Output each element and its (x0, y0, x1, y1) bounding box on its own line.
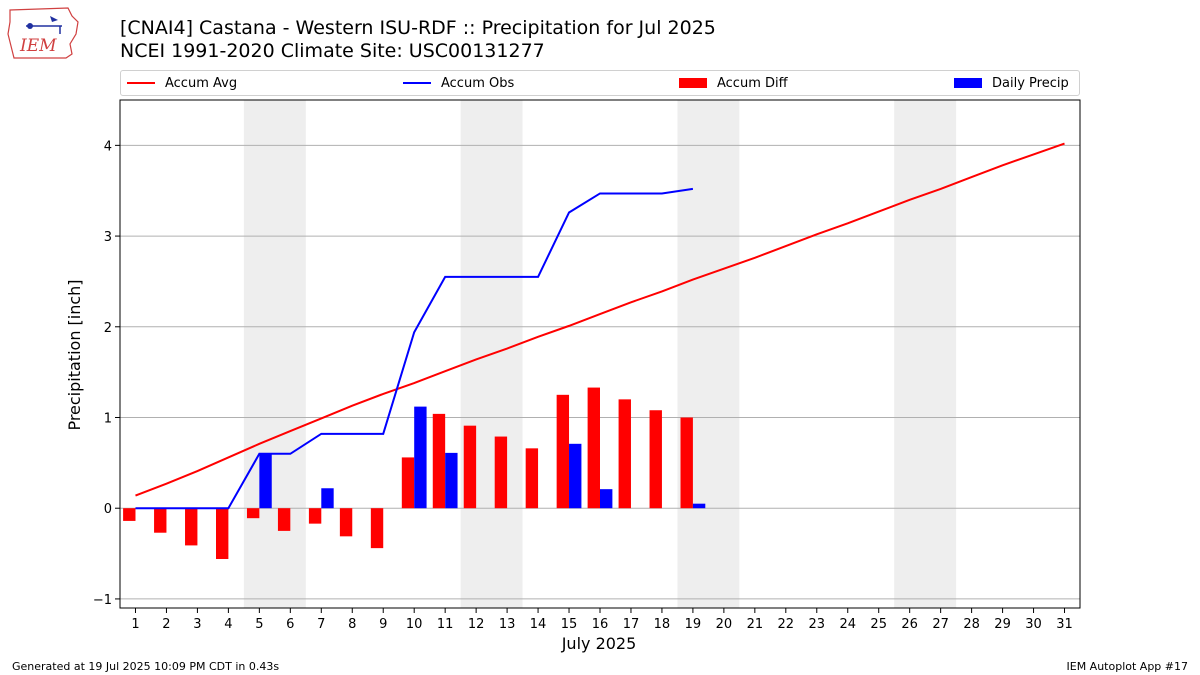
accum-diff-bar (246, 508, 260, 519)
x-tick-label: 6 (286, 617, 294, 632)
daily-precip-bar (445, 452, 458, 509)
legend-swatch-accum-diff (679, 78, 707, 88)
accum-diff-bar (587, 387, 600, 509)
y-tick-label: −1 (93, 593, 112, 608)
accum-diff-bar (618, 399, 631, 509)
x-tick-label: 25 (870, 617, 887, 632)
legend-item-accum-diff: Accum Diff (679, 74, 788, 92)
x-tick-label: 18 (654, 617, 671, 632)
legend-label-accum-avg: Accum Avg (165, 75, 238, 91)
accum-diff-bar (494, 436, 508, 509)
x-tick-label: 17 (623, 617, 640, 632)
accum-diff-bar (556, 394, 570, 509)
x-tick-label: 4 (224, 617, 232, 632)
accum-diff-bar (339, 508, 353, 537)
accum-diff-bar (463, 425, 477, 509)
daily-precip-bar (321, 488, 334, 509)
accum-diff-bar (216, 508, 229, 560)
iem-logo: IEM (7, 7, 79, 59)
legend-item-accum-avg: Accum Avg (127, 74, 237, 92)
legend-label-daily-precip: Daily Precip (992, 75, 1069, 91)
x-tick-label: 11 (437, 617, 454, 632)
x-tick-label: 15 (561, 617, 578, 632)
chart-subtitle: NCEI 1991-2020 Climate Site: USC00131277 (120, 40, 545, 62)
accum-diff-bar (123, 508, 136, 521)
x-tick-label: 14 (530, 617, 547, 632)
daily-precip-bar (600, 489, 613, 509)
y-tick-label: 4 (104, 139, 112, 154)
x-tick-label: 30 (1025, 617, 1042, 632)
accum-diff-bar (185, 508, 198, 546)
x-tick-label: 10 (406, 617, 423, 632)
x-tick-label: 7 (317, 617, 325, 632)
daily-precip-bar (414, 406, 427, 509)
x-tick-label: 19 (685, 617, 702, 632)
plot-frame (119, 99, 1081, 609)
legend-item-daily-precip: Daily Precip (954, 74, 1069, 92)
x-axis-label: July 2025 (561, 634, 637, 653)
x-tick-label: 24 (839, 617, 856, 632)
x-tick-label: 26 (901, 617, 918, 632)
x-tick-label: 1 (131, 617, 139, 632)
chart-title: [CNAI4] Castana - Western ISU-RDF :: Pre… (120, 17, 716, 39)
x-tick-label: 9 (379, 617, 387, 632)
legend-label-accum-diff: Accum Diff (717, 75, 788, 91)
weekend-shade (243, 100, 306, 608)
legend-item-accum-obs: Accum Obs (403, 74, 514, 92)
accum-diff-bar (154, 508, 167, 533)
logo-text: IEM (19, 36, 57, 56)
legend-swatch-accum-obs (403, 82, 431, 84)
x-tick-label: 23 (809, 617, 826, 632)
x-tick-label: 13 (499, 617, 516, 632)
accum-diff-bar (649, 410, 662, 509)
x-tick-label: 20 (716, 617, 733, 632)
x-tick-label: 31 (1056, 617, 1073, 632)
x-tick-label: 2 (162, 617, 170, 632)
iowa-outline (7, 7, 79, 59)
accum-diff-bar (432, 413, 446, 509)
accum-diff-bar (401, 457, 415, 509)
x-tick-label: 21 (747, 617, 764, 632)
legend-swatch-daily-precip (954, 78, 982, 88)
legend-label-accum-obs: Accum Obs (441, 75, 515, 91)
y-axis-label: Precipitation [inch] (65, 279, 84, 430)
app-credit: IEM Autoplot App #17 (1066, 660, 1189, 673)
accum-obs-line (135, 187, 694, 510)
x-tick-label: 3 (193, 617, 201, 632)
daily-precip-bar (259, 453, 272, 509)
x-tick-label: 8 (348, 617, 356, 632)
daily-precip-bar (569, 443, 582, 509)
x-tick-label: 27 (932, 617, 949, 632)
accum-diff-bar (277, 508, 291, 531)
x-tick-label: 16 (592, 617, 609, 632)
weekend-shade (894, 100, 957, 608)
daily-precip-bar (692, 503, 706, 509)
accum-avg-line (135, 142, 1065, 497)
y-tick-label: 1 (104, 412, 112, 427)
accum-diff-bar (370, 508, 384, 549)
y-tick-label: 3 (104, 230, 112, 245)
y-tick-label: 2 (104, 321, 112, 336)
x-tick-label: 28 (963, 617, 980, 632)
x-tick-label: 29 (994, 617, 1011, 632)
x-tick-label: 12 (468, 617, 485, 632)
accum-diff-bar (308, 508, 322, 524)
accum-diff-bar (680, 417, 693, 509)
x-tick-label: 5 (255, 617, 263, 632)
legend-swatch-accum-avg (127, 82, 155, 84)
generated-timestamp: Generated at 19 Jul 2025 10:09 PM CDT in… (12, 660, 280, 673)
weekend-shade (677, 100, 740, 608)
y-tick-label: 0 (104, 502, 112, 517)
x-tick-label: 22 (778, 617, 795, 632)
chart-legend: Accum Avg Accum Obs Accum Diff Daily Pre… (120, 70, 1080, 96)
accum-diff-bar (525, 448, 539, 509)
